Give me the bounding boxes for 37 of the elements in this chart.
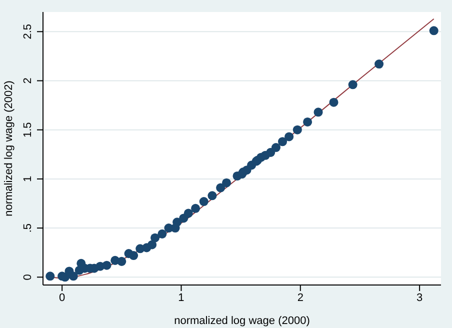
point	[148, 240, 157, 250]
x-tick-label: 1	[178, 292, 184, 304]
point	[222, 178, 232, 188]
point	[329, 98, 338, 107]
x-axis-title: normalized log wage (2000)	[174, 315, 310, 327]
x-tick-label: 0	[59, 292, 66, 304]
y-tick-label: 2	[22, 78, 34, 84]
point	[348, 80, 358, 90]
point	[68, 272, 78, 281]
point	[374, 60, 384, 69]
point	[102, 260, 112, 270]
point	[184, 208, 193, 218]
point	[208, 191, 217, 200]
point	[129, 251, 138, 260]
point	[278, 137, 288, 146]
point	[303, 117, 312, 126]
x-tick-label: 2	[297, 292, 304, 304]
y-tick-label: 2.5	[22, 24, 34, 40]
point	[46, 272, 55, 281]
y-tick-label: 1.5	[22, 122, 34, 138]
point	[117, 256, 126, 266]
y-tick-label: 0	[22, 274, 34, 280]
point	[314, 108, 323, 117]
x-tick-label: 3	[416, 292, 423, 304]
y-axis-title: normalized log wage (2002)	[2, 80, 15, 216]
point	[158, 229, 167, 238]
point	[429, 26, 438, 36]
point	[150, 233, 160, 242]
point	[284, 132, 294, 142]
point	[191, 204, 200, 213]
point	[172, 218, 182, 227]
point	[199, 197, 208, 206]
point	[216, 183, 226, 192]
point	[292, 125, 302, 134]
point	[271, 143, 280, 152]
y-tick-label: 1	[22, 176, 34, 182]
y-tick-label: .5	[22, 223, 34, 233]
